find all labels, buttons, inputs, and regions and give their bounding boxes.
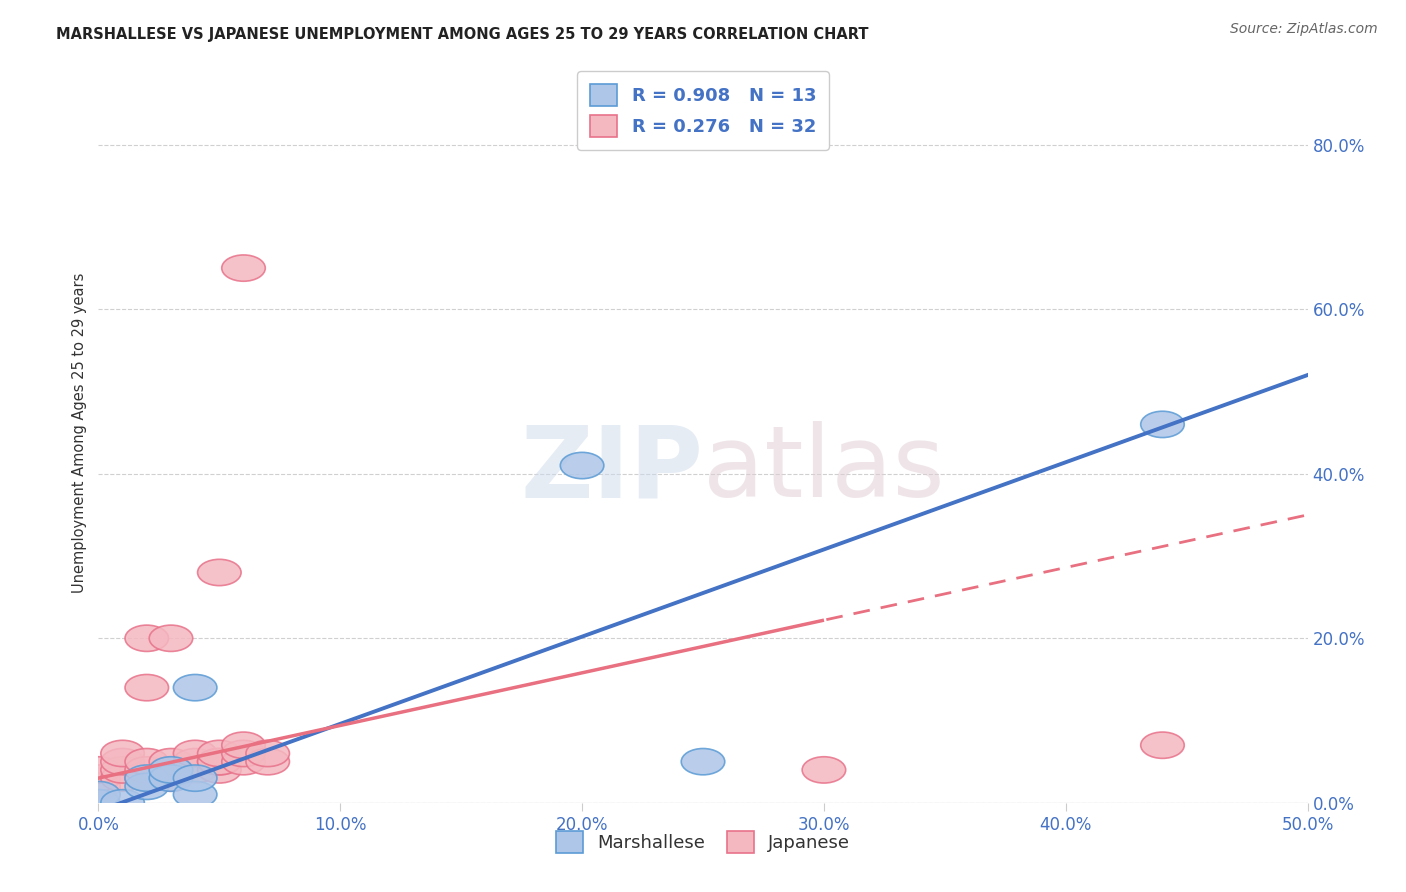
Ellipse shape bbox=[198, 559, 240, 586]
Text: atlas: atlas bbox=[703, 421, 945, 518]
Ellipse shape bbox=[198, 756, 240, 783]
Ellipse shape bbox=[222, 740, 266, 766]
Ellipse shape bbox=[149, 756, 193, 783]
Ellipse shape bbox=[77, 756, 120, 783]
Ellipse shape bbox=[173, 765, 217, 791]
Ellipse shape bbox=[125, 748, 169, 775]
Ellipse shape bbox=[1140, 411, 1184, 438]
Ellipse shape bbox=[149, 748, 193, 775]
Ellipse shape bbox=[101, 748, 145, 775]
Ellipse shape bbox=[125, 756, 169, 783]
Ellipse shape bbox=[149, 765, 193, 791]
Ellipse shape bbox=[77, 789, 120, 816]
Ellipse shape bbox=[173, 740, 217, 766]
Text: ZIP: ZIP bbox=[520, 421, 703, 518]
Ellipse shape bbox=[173, 756, 217, 783]
Ellipse shape bbox=[1140, 732, 1184, 758]
Y-axis label: Unemployment Among Ages 25 to 29 years: Unemployment Among Ages 25 to 29 years bbox=[72, 272, 87, 593]
Ellipse shape bbox=[246, 748, 290, 775]
Ellipse shape bbox=[77, 781, 120, 808]
Ellipse shape bbox=[149, 765, 193, 791]
Ellipse shape bbox=[198, 748, 240, 775]
Ellipse shape bbox=[101, 756, 145, 783]
Ellipse shape bbox=[803, 756, 845, 783]
Text: MARSHALLESE VS JAPANESE UNEMPLOYMENT AMONG AGES 25 TO 29 YEARS CORRELATION CHART: MARSHALLESE VS JAPANESE UNEMPLOYMENT AMO… bbox=[56, 27, 869, 42]
Ellipse shape bbox=[173, 748, 217, 775]
Ellipse shape bbox=[198, 748, 240, 775]
Ellipse shape bbox=[125, 765, 169, 791]
Ellipse shape bbox=[198, 740, 240, 766]
Ellipse shape bbox=[682, 748, 724, 775]
Ellipse shape bbox=[246, 740, 290, 766]
Ellipse shape bbox=[101, 765, 145, 791]
Ellipse shape bbox=[77, 773, 120, 799]
Ellipse shape bbox=[173, 781, 217, 808]
Ellipse shape bbox=[125, 765, 169, 791]
Ellipse shape bbox=[125, 625, 169, 651]
Ellipse shape bbox=[149, 756, 193, 783]
Legend: Marshallese, Japanese: Marshallese, Japanese bbox=[548, 824, 858, 861]
Text: Source: ZipAtlas.com: Source: ZipAtlas.com bbox=[1230, 22, 1378, 37]
Ellipse shape bbox=[561, 452, 603, 479]
Ellipse shape bbox=[222, 732, 266, 758]
Ellipse shape bbox=[222, 748, 266, 775]
Ellipse shape bbox=[125, 674, 169, 701]
Ellipse shape bbox=[77, 765, 120, 791]
Ellipse shape bbox=[173, 674, 217, 701]
Ellipse shape bbox=[101, 789, 145, 816]
Ellipse shape bbox=[101, 740, 145, 766]
Ellipse shape bbox=[125, 773, 169, 799]
Ellipse shape bbox=[149, 625, 193, 651]
Ellipse shape bbox=[222, 255, 266, 281]
